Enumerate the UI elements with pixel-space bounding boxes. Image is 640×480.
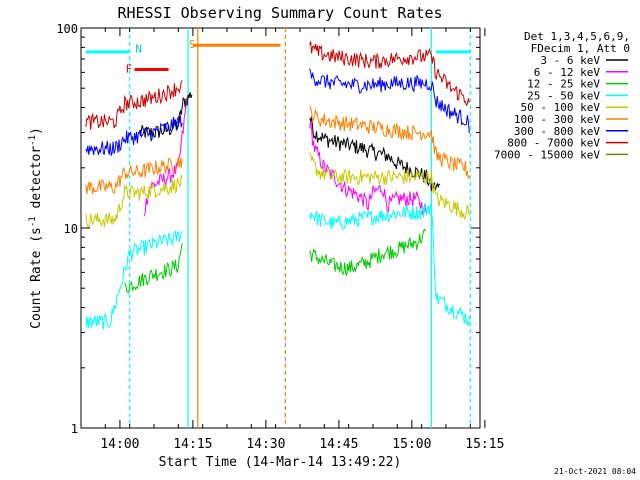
legend-entry-label: 300 - 800 keV xyxy=(514,125,600,138)
series-line xyxy=(85,41,470,130)
x-tick-label: 15:00 xyxy=(392,437,431,452)
legend-entry-label: 7000 - 15000 keV xyxy=(494,148,600,161)
flag-label-S: S xyxy=(189,38,196,51)
series-layer: NF S xyxy=(85,28,471,428)
y-tick-label: 10 xyxy=(64,222,78,236)
legend-entry-label: 25 - 50 keV xyxy=(527,89,600,102)
chart-title: RHESSI Observing Summary Count Rates xyxy=(117,4,442,22)
legend-entry-label: 12 - 25 keV xyxy=(527,78,600,91)
legend-entry-label: 3 - 6 keV xyxy=(540,54,600,67)
series-line xyxy=(85,152,470,229)
series-line xyxy=(85,105,470,195)
y-tick-label: 1 xyxy=(71,422,78,436)
legend: Det 1,3,4,5,6,9, FDecim 1, Att 0 3 - 6 k… xyxy=(494,30,630,161)
series-line xyxy=(124,228,426,294)
legend-header-line-1: Det 1,3,4,5,6,9, xyxy=(524,30,630,43)
x-tick-label: 14:15 xyxy=(173,437,212,452)
series-line xyxy=(85,68,470,158)
y-axis: 1 10 100 xyxy=(56,22,480,436)
y-tick-label: 100 xyxy=(56,22,78,36)
timestamp: 21-Oct-2021 08:04 xyxy=(554,467,636,476)
flag-label-N: N xyxy=(135,43,142,56)
x-axis-label: Start Time (14-Mar-14 13:49:22) xyxy=(159,455,402,470)
legend-entry-label: 50 - 100 keV xyxy=(521,101,601,114)
legend-entry-label: 100 - 300 keV xyxy=(514,113,600,126)
x-tick-label: 14:45 xyxy=(319,437,358,452)
x-axis: 14:00 14:15 14:30 14:45 15:00 15:15 xyxy=(100,28,504,452)
plot-area: NF S xyxy=(85,28,471,428)
y-axis-label: Count Rate (s-1 detector-1) xyxy=(28,127,44,329)
x-tick-label: 14:00 xyxy=(100,437,139,452)
legend-entry-label: 6 - 12 keV xyxy=(534,66,601,79)
series-line xyxy=(85,203,470,330)
x-tick-label: 15:15 xyxy=(465,437,504,452)
x-tick-label: 14:30 xyxy=(246,437,285,452)
flag-label-F: F xyxy=(126,63,133,76)
legend-entry-label: 800 - 7000 keV xyxy=(507,137,600,150)
plot-frame xyxy=(80,27,481,429)
legend-header-line-2: FDecim 1, Att 0 xyxy=(531,42,630,55)
